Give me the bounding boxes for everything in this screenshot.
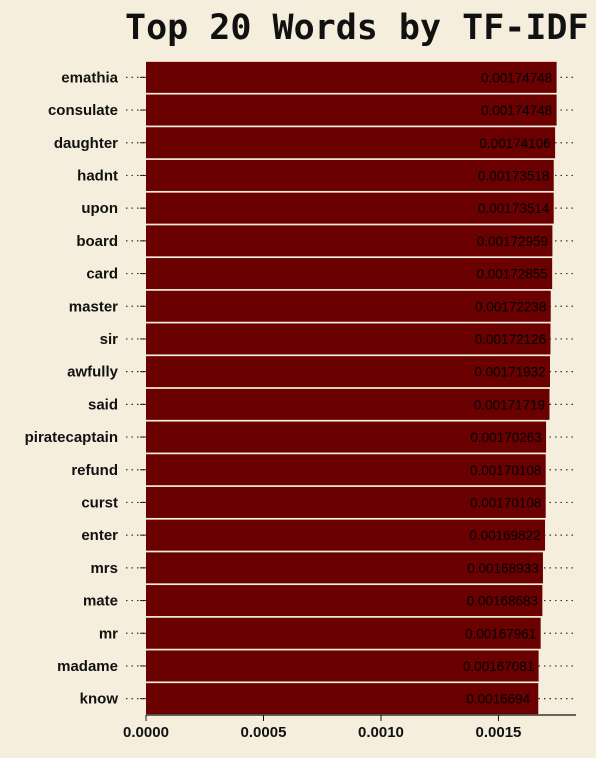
y-tick-label: daughter [54,135,118,152]
data-label: 0.00170108 [470,463,541,478]
data-label: 0.00174106 [479,136,550,151]
bar [146,683,539,715]
bar [146,519,546,551]
y-tick-label: refund [71,462,118,479]
y-tick-label: sir [100,331,119,348]
bar [146,225,553,257]
bar [146,421,547,453]
x-tick-label: 0.0010 [358,724,404,741]
bar [146,356,550,388]
y-tick-label: master [69,298,118,315]
y-tick-label: emathia [61,69,118,86]
y-tick-label: know [80,691,119,708]
bar [146,159,554,191]
y-tick-label: said [88,396,118,413]
y-tick-label: consulate [48,102,118,119]
bar [146,650,539,682]
y-tick-label: board [76,233,118,250]
bar [146,585,543,617]
bar [146,552,543,584]
y-tick-label: enter [81,527,118,544]
data-label: 0.00170108 [470,495,541,510]
data-label: 0.00172238 [475,299,546,314]
y-tick-label: madame [57,658,118,675]
bar [146,94,557,126]
data-label: 0.00174748 [481,70,552,85]
y-tick-label: curst [81,494,118,511]
x-tick-label: 0.0015 [476,724,522,741]
bar [146,61,557,93]
data-label: 0.0016694 [466,692,530,707]
chart-title: Top 20 Words by TF-IDF [125,8,589,48]
data-label: 0.00172855 [476,267,547,282]
data-label: 0.00173514 [478,201,550,216]
y-tick-label: piratecaptain [25,429,118,446]
data-label: 0.00173518 [478,168,549,183]
y-tick-label: mate [83,593,118,610]
y-tick-label: awfully [67,364,119,381]
bar [146,290,551,322]
y-tick-label: hadnt [77,167,118,184]
x-tick-label: 0.0005 [241,724,287,741]
y-tick-label: upon [81,200,118,217]
bar [146,127,556,159]
data-label: 0.00168683 [467,594,538,609]
data-label: 0.00171719 [474,397,545,412]
data-label: 0.00172126 [475,332,546,347]
data-label: 0.00171932 [474,365,545,380]
y-tick-label: card [86,266,118,283]
x-tick-label: 0.0000 [123,724,169,741]
bar [146,617,541,649]
bar [146,454,546,486]
bar [146,388,550,420]
data-label: 0.00169822 [469,528,540,543]
data-label: 0.00168933 [467,561,538,576]
y-tick-label: mrs [90,560,118,577]
y-tick-label: mr [99,625,118,642]
bar [146,192,554,224]
data-label: 0.00167961 [465,626,536,641]
bar [146,486,546,518]
data-label: 0.00167081 [463,659,534,674]
bar [146,258,553,290]
data-label: 0.00170263 [470,430,541,445]
data-label: 0.00174748 [481,103,552,118]
bar [146,323,551,355]
data-label: 0.00172959 [477,234,548,249]
